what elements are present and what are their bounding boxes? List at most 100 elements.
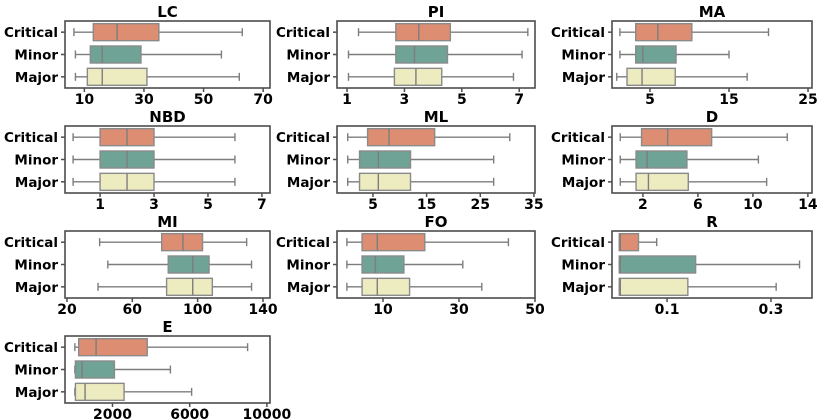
y-tick-label-critical: Critical [551,130,605,146]
box-major [358,172,412,192]
subplot-title: PI [428,3,445,21]
y-tick-label-major: Major [15,70,58,86]
y-tick-label-critical: Critical [4,130,58,146]
x-tick-label: 2000 [93,407,132,420]
x-tick-label: 100 [183,302,212,318]
subplot-MA: MA 5 15 25 Critical Minor Major [551,3,818,108]
x-tick-label: 15 [719,92,738,108]
x-tick-label: 50 [194,92,214,108]
y-tick-label-critical: Critical [4,340,58,356]
x-tick-label: 140 [248,302,277,318]
box-critical [366,127,436,147]
box-minor [395,45,449,64]
subplot-ML: ML 5 15 25 35 Critical Minor Major [276,108,544,213]
box-minor [635,150,688,169]
y-tick-label-minor: Minor [14,48,58,64]
box-minor [635,45,677,64]
y-tick-label-critical: Critical [4,235,58,251]
y-tick-label-critical: Critical [276,235,330,251]
x-tick-label: 70 [253,92,273,108]
subplot-title: MI [157,213,178,231]
x-tick-label: 25 [798,92,817,108]
y-tick-label-critical: Critical [276,130,330,146]
box-major [361,277,411,297]
y-tick-label-minor: Minor [286,48,330,64]
y-tick-label-minor: Minor [286,258,330,274]
y-tick-label-critical: Critical [4,25,58,41]
y-tick-label-critical: Critical [551,235,605,251]
box-critical [161,232,204,252]
x-tick-label: 6 [693,197,703,213]
subplot-PI: PI 1 3 5 7 Critical Minor Major [276,3,536,108]
y-tick-label-major: Major [287,280,330,296]
x-tick-label: 3 [400,92,410,108]
y-tick-label-major: Major [562,70,605,86]
x-tick-label: 5 [457,92,467,108]
x-tick-label: 14 [798,197,818,213]
x-tick-label: 5 [645,92,655,108]
x-tick-label: 0.1 [655,302,680,318]
x-tick-label: 35 [524,197,543,213]
x-tick-label: 5 [203,197,213,213]
x-tick-label: 1 [342,92,352,108]
box-critical [635,22,693,42]
box-minor [618,255,697,274]
x-tick-label: 6000 [170,407,209,420]
box-critical [361,232,426,252]
subplot-title: FO [425,213,448,231]
box-critical [395,22,452,42]
x-tick-label: 0.3 [759,302,784,318]
y-tick-label-minor: Minor [561,48,605,64]
y-tick-label-critical: Critical [276,25,330,41]
box-minor [89,45,142,64]
box-minor [361,255,405,274]
y-tick-label-minor: Minor [561,258,605,274]
subplot-title: NBD [149,108,185,126]
x-tick-label: 3 [149,197,159,213]
x-tick-label: 10 [75,92,95,108]
subplot-E: E 2000 6000 10000 Critical Minor Major [4,318,292,420]
x-tick-label: 10 [373,302,393,318]
y-tick-label-critical: Critical [551,25,605,41]
x-tick-label: 50 [525,302,545,318]
y-tick-label-major: Major [562,280,605,296]
subplot-title: R [706,213,718,231]
y-tick-label-minor: Minor [14,153,58,169]
subplot-title: MA [699,3,726,21]
x-tick-label: 20 [57,302,77,318]
box-critical [92,22,160,42]
box-critical [640,127,713,147]
box-major [635,172,689,192]
subplot-title: E [162,318,172,336]
x-tick-label: 30 [449,302,469,318]
subplot-MI: MI 20 60 100 140 Critical Minor Major [4,213,278,318]
y-tick-label-minor: Minor [14,258,58,274]
box-minor [167,255,210,274]
box-major [618,277,689,297]
y-tick-label-major: Major [15,280,58,296]
x-tick-label: 10 [743,197,763,213]
y-tick-label-major: Major [287,70,330,86]
x-tick-label: 30 [134,92,154,108]
y-tick-label-major: Major [562,175,605,191]
box-minor [358,150,412,169]
box-major [393,67,443,87]
x-tick-label: 60 [123,302,143,318]
x-tick-label: 10000 [243,407,292,420]
box-major [165,277,214,297]
subplot-NBD: NBD 1 3 5 7 Critical Minor Major [4,108,271,213]
subplot-D: D 2 6 10 14 Critical Minor Major [551,108,818,213]
x-tick-label: 7 [257,197,267,213]
subplot-title: LC [157,3,178,21]
box-minor [74,360,116,379]
box-critical [618,232,640,252]
subplot-R: R 0.1 0.3 Critical Minor Major [551,213,813,318]
subplot-title: D [706,108,718,126]
subplot-FO: FO 10 30 50 Critical Minor Major [276,213,545,318]
x-tick-label: 5 [368,197,378,213]
x-tick-label: 7 [514,92,524,108]
x-tick-label: 1 [95,197,105,213]
y-tick-label-major: Major [15,175,58,191]
